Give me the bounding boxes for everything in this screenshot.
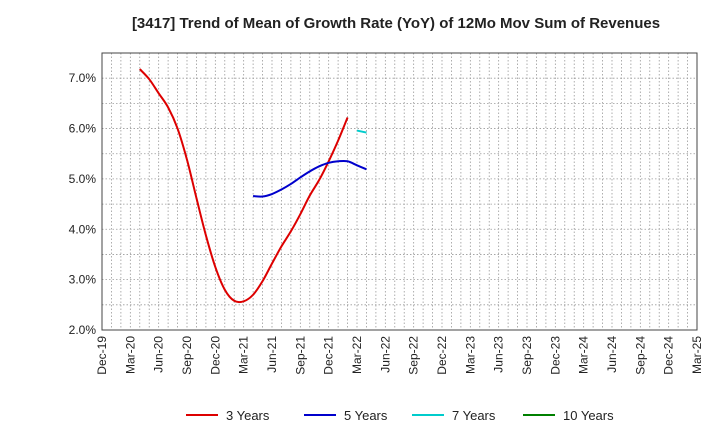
x-tick-label: Dec-22 (435, 336, 449, 375)
x-tick-label: Jun-24 (605, 336, 619, 373)
x-tick-label: Jun-23 (492, 336, 506, 373)
x-tick-label: Dec-19 (95, 336, 109, 375)
y-tick-label: 4.0% (69, 222, 97, 236)
grid (102, 53, 697, 330)
x-tick-label: Jun-21 (265, 336, 279, 373)
legend-label-5-years: 5 Years (344, 408, 388, 423)
x-tick-label: Mar-21 (237, 336, 251, 374)
y-tick-label: 7.0% (69, 71, 97, 85)
y-tick-label: 3.0% (69, 273, 97, 287)
series-line-3-years (139, 68, 349, 304)
series-line-5-years (253, 159, 367, 198)
x-tick-label: Dec-21 (322, 336, 336, 375)
chart-title: [3417] Trend of Mean of Growth Rate (YoY… (132, 15, 660, 32)
x-axis-ticks: Dec-19 Mar-20 Jun-20 Sep-20 Dec-20 Mar-21 Jun-… (95, 336, 704, 375)
x-tick-label: Dec-23 (548, 336, 562, 375)
plot-frame (101, 52, 698, 331)
y-tick-label: 6.0% (69, 122, 97, 136)
y-axis-ticks: 2.0% 3.0% 4.0% 5.0% 6.0% 7.0% (69, 71, 97, 337)
x-tick-label: Mar-22 (350, 336, 364, 374)
x-tick-label: Dec-20 (208, 336, 222, 375)
x-tick-label: Jun-22 (378, 336, 392, 373)
y-tick-label: 5.0% (69, 172, 97, 186)
x-tick-label: Mar-23 (463, 336, 477, 374)
x-tick-label: Sep-23 (520, 336, 534, 375)
legend: 3 Years 5 Years 7 Years 10 Years (186, 408, 614, 423)
x-tick-label: Mar-24 (577, 336, 591, 374)
y-tick-label: 2.0% (69, 323, 97, 337)
legend-label-7-years: 7 Years (452, 408, 496, 423)
x-tick-label: Mar-25 (690, 336, 704, 374)
series-group (139, 68, 367, 304)
x-tick-label: Sep-20 (180, 336, 194, 375)
legend-label-10-years: 10 Years (563, 408, 614, 423)
legend-label-3-years: 3 Years (226, 408, 270, 423)
x-tick-label: Sep-21 (293, 336, 307, 375)
x-tick-label: Dec-24 (662, 336, 676, 375)
x-tick-label: Jun-20 (152, 336, 166, 373)
series-line-7-years (356, 129, 367, 134)
x-tick-label: Sep-24 (633, 336, 647, 375)
x-tick-label: Sep-22 (407, 336, 421, 375)
x-tick-label: Mar-20 (123, 336, 137, 374)
